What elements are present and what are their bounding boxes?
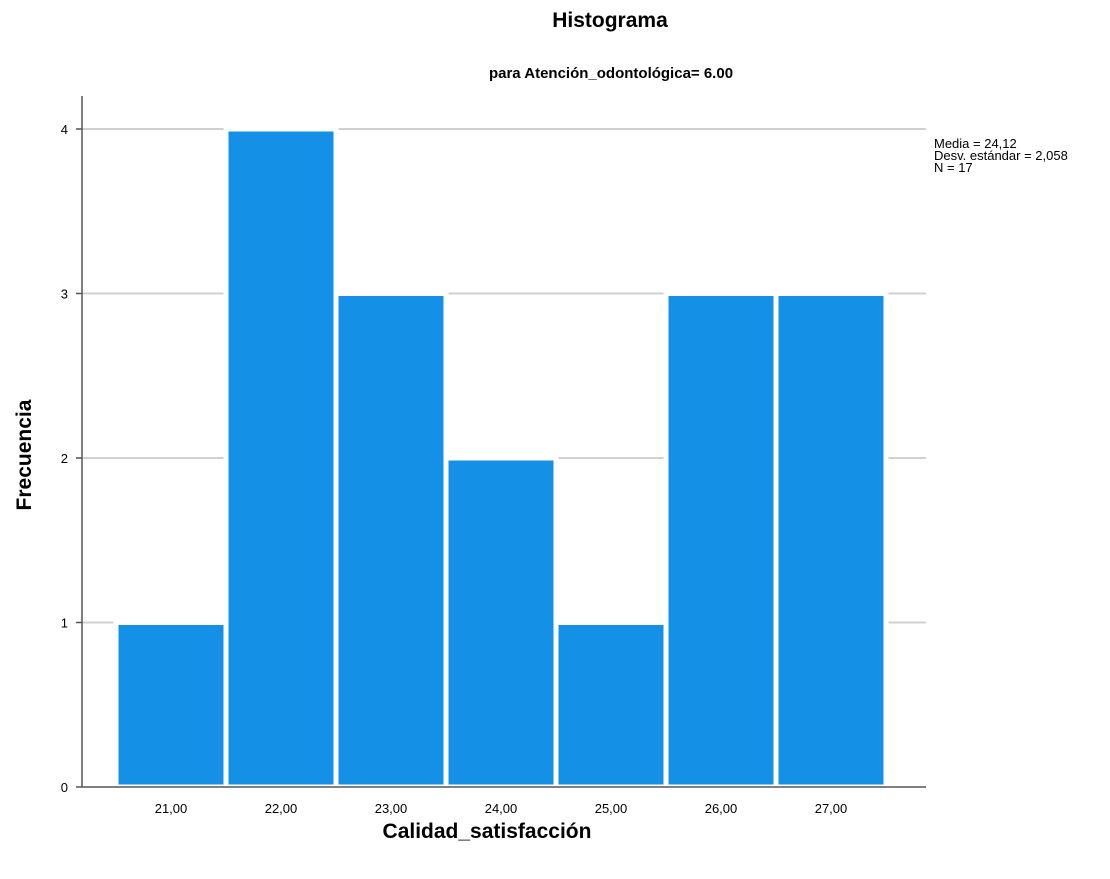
stats-line: Media = 24,12 bbox=[934, 136, 1017, 151]
x-tick-label: 26,00 bbox=[705, 801, 738, 816]
x-tick-label: 22,00 bbox=[265, 801, 298, 816]
bar bbox=[443, 455, 559, 790]
axes bbox=[76, 96, 926, 788]
bars bbox=[113, 126, 889, 790]
bar bbox=[223, 126, 339, 790]
x-tick-label: 27,00 bbox=[815, 801, 848, 816]
bar bbox=[773, 291, 889, 790]
x-tick-label: 21,00 bbox=[155, 801, 188, 816]
bar bbox=[333, 291, 449, 790]
bar bbox=[553, 620, 669, 790]
chart-title: Histograma bbox=[552, 9, 668, 32]
y-tick-label: 0 bbox=[61, 780, 68, 795]
y-tick-label: 1 bbox=[61, 616, 68, 631]
chart-subtitle: para Atención_odontológica= 6.00 bbox=[489, 65, 733, 82]
x-tick-labels: 21,00 22,00 23,00 24,00 25,00 26,00 27,00 bbox=[155, 801, 848, 816]
y-axis-label: Frecuencia bbox=[13, 399, 36, 510]
y-tick-label: 3 bbox=[61, 287, 68, 302]
x-tick-label: 24,00 bbox=[485, 801, 518, 816]
bar bbox=[113, 620, 229, 790]
bar bbox=[663, 291, 779, 790]
x-axis-label: Calidad_satisfacción bbox=[383, 820, 592, 843]
stats-line: Desv. estándar = 2,058 bbox=[934, 148, 1068, 163]
y-tick-labels: 0 1 2 3 4 bbox=[61, 122, 68, 795]
x-tick-label: 23,00 bbox=[375, 801, 408, 816]
x-tick-label: 25,00 bbox=[595, 801, 628, 816]
stats-line: N = 17 bbox=[934, 160, 973, 175]
y-tick-label: 4 bbox=[61, 122, 68, 137]
y-tick-label: 2 bbox=[61, 451, 68, 466]
